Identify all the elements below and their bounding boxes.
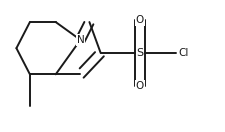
- Text: O: O: [135, 81, 144, 91]
- Text: S: S: [136, 48, 143, 58]
- Text: N: N: [76, 35, 84, 45]
- Text: Cl: Cl: [177, 48, 188, 58]
- Text: O: O: [135, 15, 144, 25]
